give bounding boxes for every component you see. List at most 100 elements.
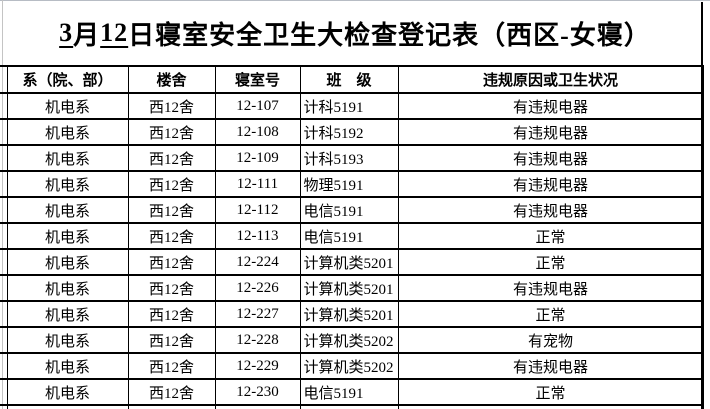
cell-r0-c0: 机电系 — [6, 92, 129, 120]
cell-r3-c1: 西12舍 — [127, 170, 216, 198]
table-row: 机电系 西12舍 12-108 计科5192 有违规电器 — [0, 118, 704, 146]
title-text: 月 — [73, 20, 101, 50]
cell-r9-c0: 机电系 — [6, 326, 129, 354]
cell-r9-c4: 有宠物 — [397, 326, 704, 354]
partial-cell-0 — [6, 404, 129, 409]
cell-r6-c3: 计算机类5201 — [299, 248, 399, 276]
cell-r10-c4: 有违规电器 — [397, 352, 704, 380]
cell-r0-c2: 12-107 — [214, 92, 301, 120]
title-underlined-number: 3 — [59, 18, 74, 47]
cell-r11-c1: 西12舍 — [127, 378, 216, 406]
cell-r5-c4: 正常 — [397, 222, 704, 250]
cell-r1-c1: 西12舍 — [127, 118, 216, 146]
table-body: 机电系 西12舍 12-107 计科5191 有违规电器 机电系 西12舍 12-108 计科5… — [0, 92, 704, 409]
table-row: 机电系 西12舍 12-107 计科5191 有违规电器 — [0, 92, 704, 120]
sliver-cell — [0, 352, 8, 380]
cell-r5-c3: 电信5191 — [299, 222, 399, 250]
cell-r11-c4: 正常 — [397, 378, 704, 406]
table-row: 机电系 西12舍 12-224 计算机类5201 正常 — [0, 248, 704, 276]
cell-r7-c2: 12-226 — [214, 274, 301, 302]
cell-r9-c3: 计算机类5202 — [299, 326, 399, 354]
sliver-cell — [0, 248, 8, 276]
column-header-0: 系（院、部） — [6, 65, 129, 94]
cell-r6-c2: 12-224 — [214, 248, 301, 276]
screenshot-top-edge-line — [0, 0, 710, 1]
partial-cell-1 — [127, 404, 216, 409]
table-row: 机电系 西12舍 12-229 计算机类5202 有违规电器 — [0, 352, 704, 380]
cell-r8-c3: 计算机类5201 — [299, 300, 399, 328]
cell-r10-c0: 机电系 — [6, 352, 129, 380]
cell-r11-c2: 12-230 — [214, 378, 301, 406]
table-row: 机电系 西12舍 12-227 计算机类5201 正常 — [0, 300, 704, 328]
sliver-cell — [0, 92, 8, 120]
cell-r7-c3: 计算机类5201 — [299, 274, 399, 302]
header-row: 系（院、部） 楼舍 寝室号班 级违规原因或卫生状况 — [0, 65, 704, 94]
sliver-cell — [0, 326, 8, 354]
title-underlined-number: 12 — [100, 18, 129, 47]
cell-r3-c2: 12-111 — [214, 170, 301, 198]
table-row: 机电系 西12舍 12-228 计算机类5202 有宠物 — [0, 326, 704, 354]
column-header-3: 班 级 — [299, 65, 399, 94]
cell-r2-c1: 西12舍 — [127, 144, 216, 172]
cell-r9-c2: 12-228 — [214, 326, 301, 354]
cell-r4-c3: 电信5191 — [299, 196, 399, 224]
cell-r2-c4: 有违规电器 — [397, 144, 704, 172]
cell-r11-c0: 机电系 — [6, 378, 129, 406]
cell-r8-c2: 12-227 — [214, 300, 301, 328]
cell-r1-c0: 机电系 — [6, 118, 129, 146]
cell-r8-c4: 正常 — [397, 300, 704, 328]
page-title: 3 月 12 日寝室安全卫生大检查登记表（西区-女寝） — [7, 2, 703, 64]
cell-r6-c4: 正常 — [397, 248, 704, 276]
sliver-cell — [0, 118, 8, 146]
cell-r3-c0: 机电系 — [6, 170, 129, 198]
cell-r10-c3: 计算机类5202 — [299, 352, 399, 380]
cell-r6-c0: 机电系 — [6, 248, 129, 276]
partial-cell-3 — [299, 404, 399, 409]
sliver-cell — [0, 170, 8, 198]
sliver-cell — [0, 378, 8, 406]
sliver-cell — [0, 144, 8, 172]
cell-r8-c0: 机电系 — [6, 300, 129, 328]
cell-r7-c0: 机电系 — [6, 274, 129, 302]
sliver-cell — [0, 196, 8, 224]
table-row: 机电系 西12舍 12-226 计算机类5201 有违规电器 — [0, 274, 704, 302]
cell-r4-c2: 12-112 — [214, 196, 301, 224]
cell-r4-c1: 西12舍 — [127, 196, 216, 224]
sliver-cell — [0, 222, 8, 250]
cell-r5-c1: 西12舍 — [127, 222, 216, 250]
cell-r3-c4: 有违规电器 — [397, 170, 704, 198]
inspection-table: 系（院、部） 楼舍 寝室号班 级违规原因或卫生状况 机电系 西12舍 12-107 计科5… — [0, 65, 704, 409]
cell-r4-c4: 有违规电器 — [397, 196, 704, 224]
cell-r2-c3: 计科5193 — [299, 144, 399, 172]
table-row: 机电系 西12舍 12-112 电信5191 有违规电器 — [0, 196, 704, 224]
cell-r5-c2: 12-113 — [214, 222, 301, 250]
partial-cell-2 — [214, 404, 301, 409]
cell-r0-c3: 计科5191 — [299, 92, 399, 120]
cell-r2-c0: 机电系 — [6, 144, 129, 172]
cell-r3-c3: 物理5191 — [299, 170, 399, 198]
column-header-2: 寝室号 — [214, 65, 301, 94]
cell-r4-c0: 机电系 — [6, 196, 129, 224]
cell-r2-c2: 12-109 — [214, 144, 301, 172]
cell-r0-c1: 西12舍 — [127, 92, 216, 120]
cell-r6-c1: 西12舍 — [127, 248, 216, 276]
cell-r1-c3: 计科5192 — [299, 118, 399, 146]
cell-r0-c4: 有违规电器 — [397, 92, 704, 120]
cell-r10-c2: 12-229 — [214, 352, 301, 380]
sliver-cell — [0, 65, 8, 94]
cell-r8-c1: 西12舍 — [127, 300, 216, 328]
cell-r7-c1: 西12舍 — [127, 274, 216, 302]
column-header-4: 违规原因或卫生状况 — [397, 65, 704, 94]
sliver-cell — [0, 300, 8, 328]
sliver-cell — [0, 274, 8, 302]
table-row: 机电系 西12舍 12-109 计科5193 有违规电器 — [0, 144, 704, 172]
cell-r7-c4: 有违规电器 — [397, 274, 704, 302]
table-right-border — [701, 2, 703, 409]
table-row: 机电系 西12舍 12-113 电信5191 正常 — [0, 222, 704, 250]
partial-cell-4 — [397, 404, 704, 409]
cell-r5-c0: 机电系 — [6, 222, 129, 250]
cell-r1-c4: 有违规电器 — [397, 118, 704, 146]
cell-r11-c3: 电信5191 — [299, 378, 399, 406]
title-text: 日寝室安全卫生大检查登记表（西区-女寝） — [128, 20, 651, 50]
